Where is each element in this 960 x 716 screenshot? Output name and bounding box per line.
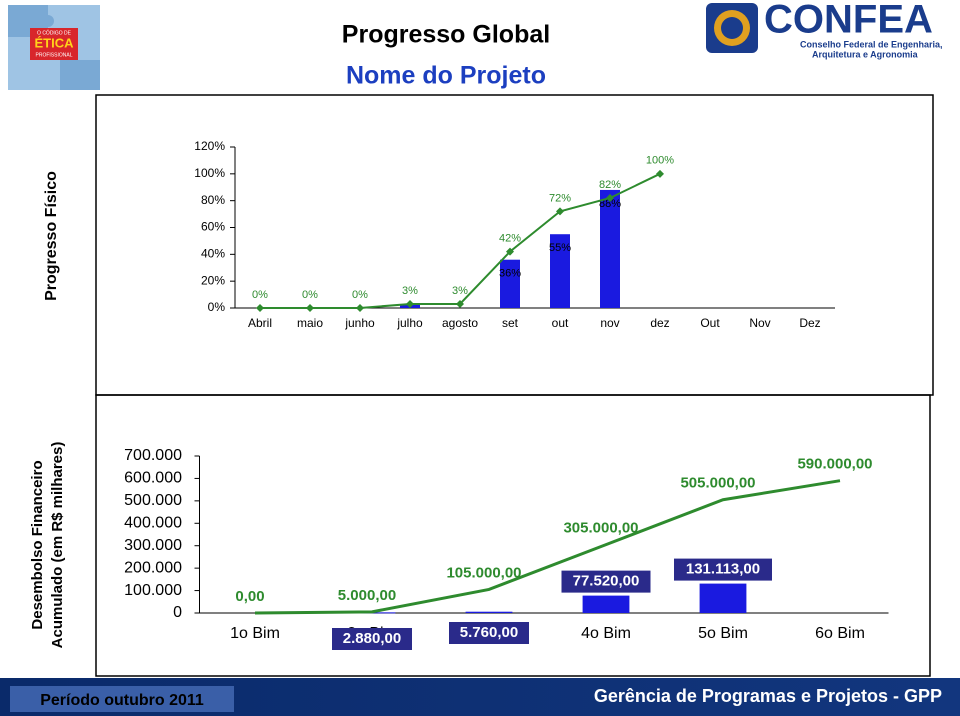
y-tick-label: 40% <box>201 247 225 261</box>
y-tick-label: 80% <box>201 193 225 207</box>
bar-label-box <box>561 570 651 593</box>
y-tick-label: 0 <box>173 604 182 621</box>
x-tick-label: Dez <box>799 316 820 330</box>
point <box>456 299 464 308</box>
bar-label: 131.113,00 <box>686 561 760 578</box>
x-tick-label: Out <box>700 316 720 330</box>
bar-label: 2.880,00 <box>343 630 401 647</box>
x-tick-label: maio <box>297 316 323 330</box>
right-logo: CONFEA Conselho Federal de Engenharia, A… <box>706 0 943 59</box>
point <box>656 169 664 178</box>
y-tick-label: 300.000 <box>124 537 182 554</box>
line-label: 3% <box>402 285 418 297</box>
x-tick-label: Abril <box>248 316 272 330</box>
x-tick-label: nov <box>600 316 619 330</box>
x-tick-label: dez <box>650 316 669 330</box>
bar-label: 36% <box>499 268 521 280</box>
point <box>606 193 614 202</box>
footer-box <box>10 686 234 712</box>
line-label: 0% <box>252 289 268 301</box>
line <box>254 479 841 615</box>
bar <box>465 611 513 613</box>
bar-label-box <box>449 622 529 644</box>
x-tick-label: out <box>552 316 569 330</box>
panel <box>95 394 931 677</box>
logo-text: ÉTICA <box>35 35 75 50</box>
line-label: 5.000,00 <box>338 587 396 604</box>
line-label: 0% <box>352 289 368 301</box>
logo-text: Arquitetura e Agronomia <box>812 49 919 59</box>
subtitle: Nome do Projeto <box>346 62 546 90</box>
bar-label: 55% <box>549 242 571 254</box>
y-axis-title: Progresso Físico <box>43 171 60 301</box>
y-tick-label: 100.000 <box>124 582 182 599</box>
line-label: 82% <box>599 179 621 191</box>
y-tick-label: 600.000 <box>124 470 182 487</box>
line-label: 3% <box>452 285 468 297</box>
x-tick-label: 1o Bim <box>230 625 280 642</box>
logo-text: Conselho Federal de Engenharia, <box>800 39 943 49</box>
logo-text: O CÓDIGO DE <box>37 29 72 36</box>
bar <box>582 595 630 613</box>
y-tick-label: 0% <box>208 300 226 314</box>
x-tick-label: set <box>502 316 519 330</box>
bar-label: 77.520,00 <box>573 573 640 590</box>
left-logo: O CÓDIGO DE ÉTICA PROFISSIONAL <box>8 5 100 90</box>
y-tick-label: 700.000 <box>124 447 182 464</box>
line-label: 305.000,00 <box>563 520 638 537</box>
bar <box>600 189 620 308</box>
point <box>256 304 264 312</box>
y-tick-label: 20% <box>201 273 225 287</box>
logo-name: CONFEA <box>764 0 933 42</box>
bar <box>500 259 520 308</box>
x-tick-label: 5o Bim <box>698 625 748 642</box>
bar <box>699 583 747 613</box>
bar-label-box <box>674 558 772 581</box>
point <box>556 207 564 216</box>
line-label: 42% <box>499 233 521 245</box>
y-axis-title: Desembolso Financeiro <box>29 460 46 629</box>
footer-period: Período outubro 2011 <box>40 692 204 709</box>
y-axis-title: Acumulado (em R$ milhares) <box>49 442 66 649</box>
y-tick-label: 200.000 <box>124 559 182 576</box>
point <box>356 304 364 312</box>
x-tick-label: julho <box>396 316 423 330</box>
point <box>506 247 514 256</box>
point <box>406 299 414 308</box>
y-tick-label: 400.000 <box>124 515 182 532</box>
line-label: 0% <box>302 289 318 301</box>
x-tick-label: agosto <box>442 316 478 330</box>
x-tick-label: junho <box>344 316 375 330</box>
point <box>306 304 314 312</box>
x-tick-label: 4o Bim <box>581 625 631 642</box>
y-tick-label: 60% <box>201 220 225 234</box>
line-label: 72% <box>549 192 571 204</box>
line-label: 590.000,00 <box>797 456 872 473</box>
bar-label-box <box>332 628 412 650</box>
footer-department: Gerência de Programas e Projetos - GPP <box>594 686 942 706</box>
title: Progresso Global <box>342 21 550 49</box>
bar-label: 5.760,00 <box>460 624 518 641</box>
line-label: 100% <box>646 155 674 167</box>
line-label: 505.000,00 <box>680 475 755 492</box>
logo-text: PROFISSIONAL <box>36 52 73 58</box>
x-tick-label: 6o Bim <box>815 625 865 642</box>
line-label: 0,00 <box>235 588 264 605</box>
bar-label: 88% <box>599 198 621 210</box>
y-tick-label: 500.000 <box>124 492 182 509</box>
line-label: 105.000,00 <box>446 564 521 581</box>
bar <box>550 234 570 308</box>
y-tick-label: 120% <box>194 139 225 153</box>
x-tick-label: Nov <box>749 316 770 330</box>
y-tick-label: 100% <box>194 166 225 180</box>
